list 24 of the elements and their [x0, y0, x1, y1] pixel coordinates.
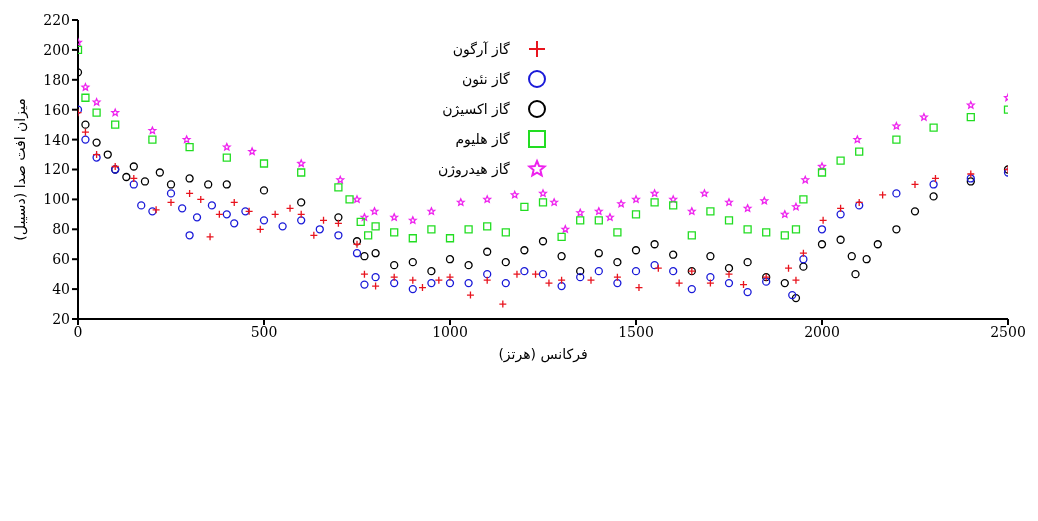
x-tick-label: 0: [73, 323, 83, 340]
y-tick-label: 220: [43, 11, 70, 28]
x-tick-label: 500: [250, 323, 278, 340]
x-axis-title: فرکانس (هرتز): [498, 346, 588, 363]
y-tick-label: 100: [43, 191, 70, 208]
y-tick-label: 40: [52, 281, 70, 298]
y-tick-label: 200: [43, 41, 70, 58]
y-tick-label: 60: [52, 251, 70, 268]
legend-label: گاز آرگون: [452, 41, 510, 57]
x-tick-label: 1000: [432, 323, 468, 340]
y-tick-label: 120: [43, 161, 70, 178]
y-tick-label: 160: [43, 101, 70, 118]
y-tick-label: 180: [43, 71, 70, 88]
y-tick-label: 80: [52, 221, 70, 238]
x-tick-label: 2500: [990, 323, 1026, 340]
y-tick-label: 20: [52, 310, 70, 327]
legend-label: گاز نئون: [461, 71, 510, 87]
y-axis-title: میزان افت صدا (دسیبل): [11, 98, 29, 241]
x-tick-label: 1500: [618, 323, 654, 340]
legend-label: گاز هلیوم: [455, 131, 510, 147]
y-tick-label: 140: [43, 131, 70, 148]
x-tick-label: 2000: [804, 323, 840, 340]
legend-label: گاز اکسیژن: [442, 101, 510, 117]
legend-label: گاز هیدروژن: [438, 161, 510, 177]
